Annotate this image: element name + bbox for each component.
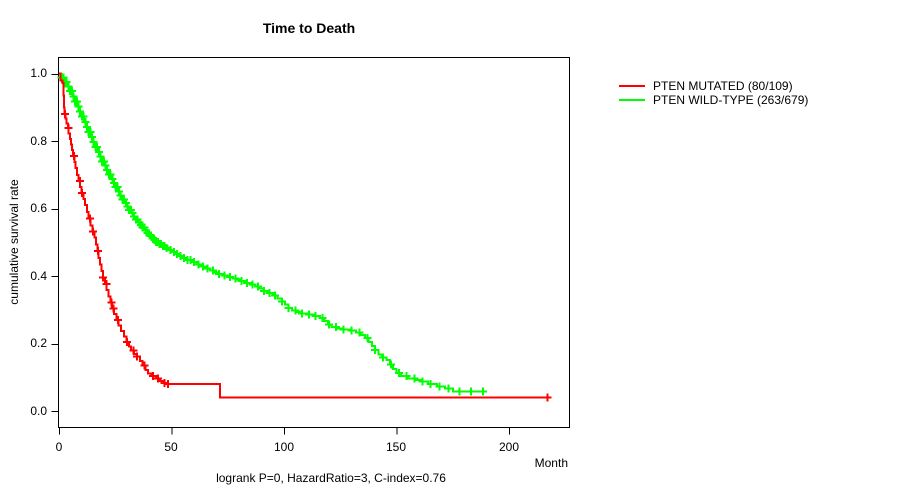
x-tick-label-50: 50 (164, 440, 178, 454)
legend-item-pten-wild-type: PTEN WILD-TYPE (263/679) (619, 93, 808, 107)
y-tick-label-0.6: 0.6 (30, 201, 47, 215)
y-tick-label-0.8: 0.8 (30, 134, 47, 148)
legend: PTEN MUTATED (80/109) PTEN WILD-TYPE (26… (619, 79, 808, 107)
x-tick-label-200: 200 (498, 440, 520, 454)
legend-item-pten-mutated: PTEN MUTATED (80/109) (619, 79, 808, 93)
x-axis-title: Month (534, 456, 568, 470)
y-tick-label-0.2: 0.2 (30, 336, 47, 350)
legend-label-pten-wild-type: PTEN WILD-TYPE (263/679) (653, 93, 809, 107)
y-tick-label-1.0: 1.0 (30, 66, 47, 80)
legend-line-red-icon (619, 85, 645, 87)
legend-line-green-icon (619, 99, 645, 101)
x-tick-label-150: 150 (385, 440, 407, 454)
x-tick-label-100: 100 (273, 440, 295, 454)
chart-title: Time to Death (262, 20, 356, 36)
y-axis-title: cumulative survival rate (7, 179, 21, 305)
y-tick-label-0.4: 0.4 (30, 269, 47, 283)
legend-label-pten-mutated: PTEN MUTATED (80/109) (653, 79, 793, 93)
y-tick-label-0.0: 0.0 (30, 404, 47, 418)
x-tick-label-0: 0 (55, 440, 63, 454)
stats-caption: logrank P=0, HazardRatio=3, C-index=0.76 (216, 471, 446, 485)
